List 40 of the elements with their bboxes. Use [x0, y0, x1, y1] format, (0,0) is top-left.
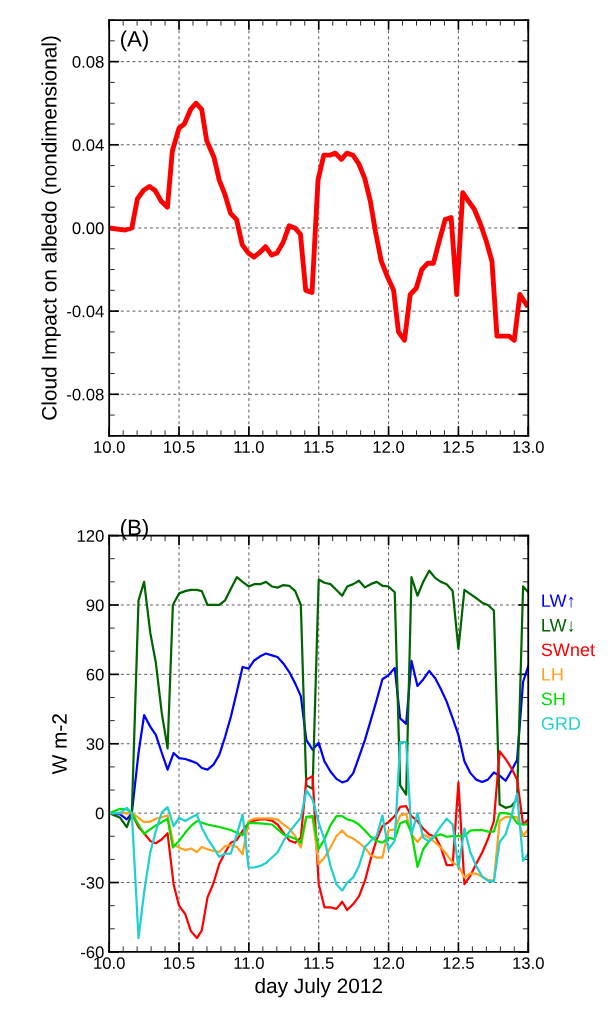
- line-series: [109, 569, 529, 829]
- x-axis-title: day July 2012: [255, 977, 382, 998]
- series-label: LW↓: [542, 619, 574, 632]
- text: LW↑: [542, 594, 574, 608]
- x-tick-label: 12.0: [373, 441, 405, 453]
- y-tick-label: -30: [80, 876, 104, 889]
- text: SWnet: [541, 643, 595, 657]
- x-tick-label: 11.5: [304, 957, 334, 970]
- y-tick-label: 0: [95, 807, 104, 820]
- line-series: [109, 100, 529, 343]
- y-tick-label: 120: [77, 529, 104, 542]
- annotation: (B): [121, 519, 148, 540]
- x-tick-label: 12.5: [443, 441, 474, 453]
- y-tick-label: 0.04: [72, 139, 104, 151]
- x-tick-label: 12.0: [373, 957, 405, 970]
- x-tick-label: 11.0: [234, 957, 264, 970]
- y-tick-label: -0.08: [67, 388, 104, 401]
- text: SH: [541, 692, 565, 706]
- x-tick-label: 10.0: [94, 957, 125, 970]
- x-tick-label: 10.5: [164, 957, 195, 970]
- y-tick-label: 90: [86, 599, 104, 612]
- x-tick-label: 12.5: [443, 957, 474, 970]
- annotation: (A): [121, 30, 148, 52]
- text: LH: [542, 668, 563, 681]
- y-axis-title: Cloud Impact on albedo (nondimensional): [41, 36, 61, 420]
- y-tick-label: -60: [80, 946, 104, 959]
- y-tick-label: 60: [86, 668, 104, 681]
- x-tick-label: 10.5: [164, 441, 195, 453]
- x-tick-label: 10.0: [94, 441, 125, 453]
- y-tick-label: -0.04: [67, 305, 104, 318]
- line-series: [109, 807, 529, 868]
- x-tick-label: 13.0: [513, 957, 544, 970]
- y-tick-label: 0.00: [72, 222, 104, 235]
- x-tick-label: 13.0: [513, 441, 544, 453]
- y-tick-label: 30: [86, 738, 104, 750]
- x-tick-label: 11.5: [304, 441, 334, 453]
- text: GRD: [541, 717, 581, 730]
- y-axis-title: W m-2: [52, 714, 67, 775]
- y-tick-label: 0.08: [72, 56, 104, 68]
- x-tick-label: 11.0: [234, 441, 264, 453]
